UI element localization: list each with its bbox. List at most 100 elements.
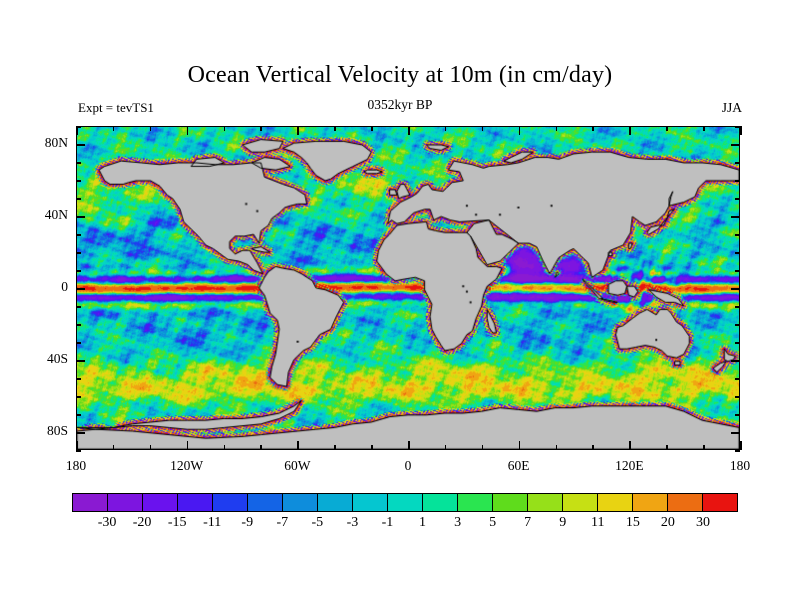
colorbar-cell [458, 494, 493, 511]
y-axis-tick [731, 216, 740, 218]
colorbar-tick-label: 5 [489, 515, 497, 530]
colorbar-cell [108, 494, 143, 511]
y-axis-tick [731, 432, 740, 434]
x-axis-tick [112, 445, 115, 450]
colorbar-cell [248, 494, 283, 511]
colorbar-cell [703, 494, 737, 511]
colorbar-tick-label: -7 [276, 515, 289, 530]
y-axis-tick [76, 414, 81, 416]
colorbar-cell [318, 494, 353, 511]
colorbar-tick-label: 15 [625, 515, 640, 530]
x-axis-tick [518, 126, 521, 135]
y-axis-tick [76, 324, 81, 326]
y-axis-tick [735, 414, 740, 416]
x-axis-tick [666, 445, 668, 450]
colorbar-tick-label: -30 [97, 515, 117, 530]
x-axis-tick [371, 126, 373, 131]
y-axis-tick [735, 378, 740, 380]
y-axis-tick [735, 270, 740, 272]
y-axis-tick [76, 180, 81, 182]
y-axis-tick [735, 252, 740, 254]
colorbar-cell [283, 494, 318, 511]
x-axis-tick [444, 126, 447, 131]
x-axis-tick [76, 441, 78, 450]
map-plot-area [76, 126, 740, 450]
y-axis-tick [735, 396, 740, 398]
ocean-vertical-velocity-heatmap [77, 127, 739, 449]
y-axis-tick-label: 80N [44, 135, 68, 150]
x-axis-tick [703, 445, 705, 450]
x-axis-tick [629, 441, 631, 450]
y-axis-tick [76, 126, 81, 128]
colorbar-tick-label: 9 [559, 515, 567, 530]
colorbar-tick-label: 30 [695, 515, 710, 530]
y-axis-tick [76, 450, 81, 452]
y-axis-tick-label: 40S [46, 351, 68, 366]
y-axis-tick [735, 126, 740, 128]
x-axis-tick [76, 126, 78, 135]
x-axis-tick-label: 120E [615, 458, 644, 473]
y-axis-tick [735, 306, 740, 308]
y-axis-tick [76, 252, 81, 254]
y-axis-tick [76, 432, 85, 434]
y-axis-tick [735, 342, 740, 344]
y-axis-tick [735, 180, 740, 182]
experiment-label: Expt = tevTS1 [78, 100, 154, 115]
x-axis-tick [297, 441, 299, 450]
x-axis-tick [223, 445, 226, 450]
colorbar-cell [353, 494, 388, 511]
x-axis-tick [297, 126, 299, 135]
y-axis-tick [735, 162, 740, 164]
colorbar-cell [563, 494, 598, 511]
x-axis-tick [666, 126, 668, 131]
colorbar-cell [598, 494, 633, 511]
y-axis-tick [76, 162, 81, 164]
y-axis-tick [735, 324, 740, 326]
x-axis-tick [444, 445, 447, 450]
x-axis-tick [518, 441, 521, 450]
x-axis-tick-label: 120W [170, 458, 204, 473]
x-axis-tick [592, 126, 594, 131]
season-label: JJA [721, 100, 742, 115]
y-axis-tick [76, 216, 85, 218]
colorbar-tick-label: 7 [524, 515, 532, 530]
x-axis-tick [334, 126, 336, 131]
colorbar-tick-label: -3 [346, 515, 359, 530]
x-axis-tick [408, 441, 410, 450]
y-axis-tick [76, 306, 81, 308]
x-axis-tick [260, 126, 262, 131]
x-axis-tick [481, 445, 484, 450]
colorbar-cell [73, 494, 108, 511]
y-axis-tick [76, 234, 81, 236]
x-axis-tick [371, 445, 373, 450]
colorbar-cell [493, 494, 528, 511]
x-axis-tick [592, 445, 594, 450]
y-axis-tick [76, 378, 81, 380]
x-axis-tick [186, 126, 189, 135]
y-axis-tick [76, 396, 81, 398]
colorbar-cell [633, 494, 668, 511]
y-axis-tick [735, 450, 740, 452]
colorbar-tick-label: 11 [591, 515, 605, 530]
colorbar-tick-label: -1 [381, 515, 394, 530]
y-axis-tick [76, 360, 85, 362]
y-axis-tick [731, 360, 740, 362]
x-axis-tick [703, 126, 705, 131]
x-axis-tick-label: 0 [404, 458, 412, 473]
x-axis-tick-label: 180 [65, 458, 87, 473]
y-axis-tick-label: 0 [61, 279, 68, 294]
x-axis-tick [555, 126, 558, 131]
colorbar-tick-labels: -30 -20 -15 -11 -9 -7 -5 -3 -1 1 3 5 7 9 11 15 20 30 [72, 515, 738, 535]
x-axis-tick [740, 441, 742, 450]
x-axis-tick [186, 441, 189, 450]
colorbar-tick-label: 1 [419, 515, 427, 530]
y-axis-tick [76, 342, 81, 344]
y-axis-tick-label: 40N [44, 207, 68, 222]
x-axis-tick [149, 126, 152, 131]
colorbar-cell [668, 494, 703, 511]
period-label: 0352kyr BP [367, 97, 433, 112]
x-axis-tick [260, 445, 262, 450]
colorbar-cell [143, 494, 178, 511]
page-title: Ocean Vertical Velocity at 10m (in cm/da… [187, 62, 613, 88]
